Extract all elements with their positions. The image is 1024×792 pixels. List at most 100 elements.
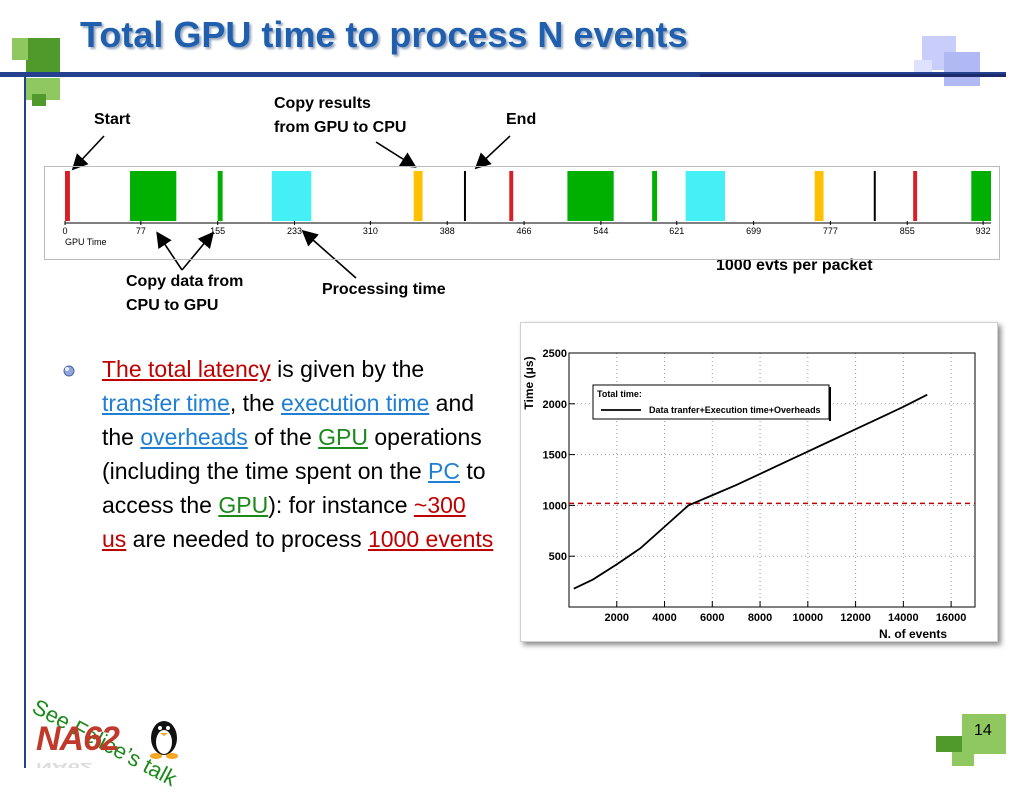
graph-ylabel: Time (μs) xyxy=(522,356,536,409)
decor-square-lavender xyxy=(914,60,932,74)
decor-square-green-small xyxy=(936,736,962,752)
timeline-tick-label: 621 xyxy=(669,226,684,236)
bullet-segment: is given by the xyxy=(270,356,425,382)
bullet-icon xyxy=(63,365,75,377)
copy-data-label-line2: CPU to GPU xyxy=(126,297,219,314)
x-tick-label: 10000 xyxy=(793,612,824,624)
bullet-text: The total latency is given by the transf… xyxy=(102,352,494,556)
x-tick-label: 6000 xyxy=(700,612,724,624)
penguin-icon xyxy=(150,721,178,759)
y-tick-label: 2000 xyxy=(543,399,567,411)
timeline-segment xyxy=(130,171,177,221)
decor-square-green-small xyxy=(32,94,46,106)
arrow-copy-data-2 xyxy=(181,231,215,271)
latency-graph-svg: 2000 4000 6000 8000 10000 12000 14000 16000 500… xyxy=(522,348,976,641)
plot-frame xyxy=(568,352,976,608)
bullet-segment: GPU xyxy=(318,424,368,450)
timeline-segment xyxy=(509,171,514,221)
evts-per-packet-label: 1000 evts per packet xyxy=(716,257,873,274)
bullet-segment: GPU xyxy=(218,492,269,518)
processing-time-label: Processing time xyxy=(322,281,446,298)
legend-shadow xyxy=(829,387,831,421)
copy-data-label-line1: Copy data from xyxy=(126,273,244,290)
timeline-tick-label: 466 xyxy=(517,226,532,236)
legend-entry: Data tranfer+Execution time+Overheads xyxy=(649,405,821,415)
bullet-segment: 1000 events xyxy=(367,526,494,552)
page-title: Total GPU time to process N events xyxy=(80,14,688,55)
bullet-segment: and the xyxy=(102,390,475,450)
timeline-segment xyxy=(413,171,423,221)
timeline-segment xyxy=(873,171,876,221)
x-tick-label: 4000 xyxy=(652,612,676,624)
bullet-segment: ~300 us xyxy=(102,492,466,552)
decor-square-green-small xyxy=(12,38,28,60)
timeline-tick-label: 77 xyxy=(136,226,146,236)
bullet-segment: operations (including the time spent on … xyxy=(102,424,482,484)
timeline-segment xyxy=(567,171,614,221)
bullet-segment: execution time xyxy=(280,390,430,416)
timeline-tick-label: 699 xyxy=(746,226,761,236)
x-tick-label: 16000 xyxy=(936,612,967,624)
y-tick-label: 1000 xyxy=(543,500,567,512)
y-tick-label: 2500 xyxy=(543,348,567,360)
timeline-segment xyxy=(271,171,312,221)
svg-text:NA62: NA62 xyxy=(36,720,120,758)
timeline-segment xyxy=(814,171,824,221)
legend-box xyxy=(592,384,830,420)
y-tick-label: 500 xyxy=(549,551,567,563)
timeline-segment xyxy=(463,171,466,221)
start-label: Start xyxy=(94,111,131,128)
arrow-processing xyxy=(301,229,357,279)
x-tick-label: 14000 xyxy=(888,612,919,624)
x-tick-label: 8000 xyxy=(748,612,772,624)
na62-logo: NA62 NA62 xyxy=(36,720,178,768)
timeline-segment xyxy=(913,171,918,221)
timeline-segment xyxy=(971,171,991,221)
bullet-segment: of the xyxy=(247,424,319,450)
decor-square-green-page xyxy=(962,714,1006,754)
x-tick-label: 2000 xyxy=(605,612,629,624)
timeline-tick-label: 155 xyxy=(210,226,225,236)
page-number: 14 xyxy=(974,722,992,739)
left-margin-line xyxy=(24,72,26,768)
arrow-end xyxy=(474,135,511,170)
timeline-tick-label: 233 xyxy=(287,226,302,236)
bullet-segment: ): for instance xyxy=(268,492,414,518)
y-tick-label: 1500 xyxy=(543,450,567,462)
bullet-segment: overheads xyxy=(140,424,248,450)
arrow-copy-data-1 xyxy=(156,231,183,271)
timeline-tick-label: 544 xyxy=(593,226,608,236)
svg-text:NA62: NA62 xyxy=(36,760,92,768)
annotation-arrows xyxy=(71,135,511,279)
decor-square-green-large xyxy=(26,38,60,72)
timeline-segment xyxy=(217,171,223,221)
bullet-segment: are needed to process xyxy=(126,526,368,552)
copy-results-label-line1: Copy results xyxy=(274,95,371,112)
graph-xlabel: N. of events xyxy=(879,627,947,641)
series-line xyxy=(573,393,928,590)
timeline-tick-label: 777 xyxy=(823,226,838,236)
timeline-tick-label: 932 xyxy=(976,226,991,236)
bullet-segment: transfer time xyxy=(102,390,230,416)
arrow-start xyxy=(71,135,105,171)
timeline-segment xyxy=(652,171,658,221)
timeline-tick-label: 310 xyxy=(363,226,378,236)
timeline-tick-label: 388 xyxy=(440,226,455,236)
timeline-tick-label: 0 xyxy=(62,226,67,236)
x-tick-label: 12000 xyxy=(840,612,871,624)
timeline-segment xyxy=(685,171,726,221)
gpu-timeline-svg: 0 77 155 233 310 388 466 544 621 699 777 855 932 GPU… xyxy=(62,171,991,247)
title-underline xyxy=(0,72,1006,77)
timeline-tick-label: 855 xyxy=(900,226,915,236)
gpu-timeline-chart: 0 77 155 233 310 388 466 544 621 699 777 855 932 GPU… xyxy=(44,166,1000,260)
bullet-segment: to access the xyxy=(102,458,486,518)
timeline-segment xyxy=(65,171,70,221)
end-label: End xyxy=(506,111,537,128)
timeline-xlabel: GPU Time xyxy=(65,237,107,247)
arrow-copy-results xyxy=(375,141,417,168)
latency-graph-panel: 2000 4000 6000 8000 10000 12000 14000 16000 500… xyxy=(520,322,998,642)
bullet-segment: PC xyxy=(428,458,460,484)
bullet-segment: , the xyxy=(229,390,281,416)
title-underline-accent xyxy=(700,74,1006,77)
decor-square-green-small xyxy=(952,752,974,766)
